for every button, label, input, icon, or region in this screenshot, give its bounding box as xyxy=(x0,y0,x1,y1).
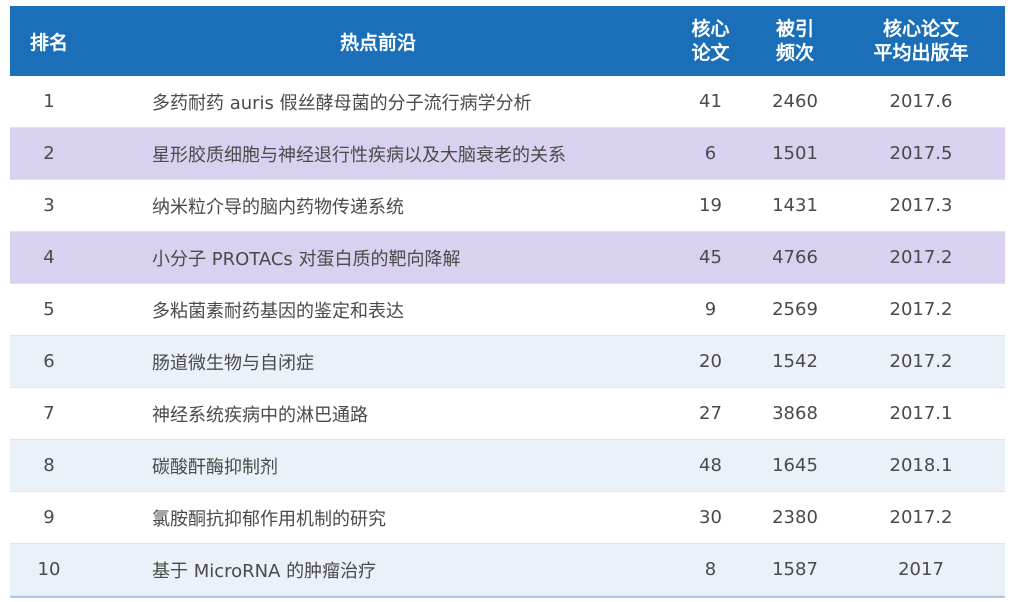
cell-rank: 3 xyxy=(43,195,55,216)
cell-cite: 1587 xyxy=(772,559,818,580)
header-core-line2: 论文 xyxy=(691,42,730,64)
table-row: 6 肠道微生物与自闭症 20 1542 2017.2 xyxy=(10,336,1005,388)
header-year-line1: 核心论文 xyxy=(882,18,959,40)
header-core-papers: 核心 论文 xyxy=(668,17,753,65)
header-core-line1: 核心 xyxy=(691,18,730,40)
cell-rank: 2 xyxy=(43,143,55,164)
table-row: 4 小分子 PROTACs 对蛋白质的靶向降解 45 4766 2017.2 xyxy=(10,232,1005,284)
cell-topic: 碳酸酐酶抑制剂 xyxy=(152,456,278,478)
cell-cite: 1645 xyxy=(772,455,818,476)
table-row: 9 氯胺酮抗抑郁作用机制的研究 30 2380 2017.2 xyxy=(10,492,1005,544)
cell-topic: 肠道微生物与自闭症 xyxy=(152,352,314,374)
cell-year: 2017.1 xyxy=(889,403,953,424)
cell-year: 2017.2 xyxy=(889,507,953,528)
cell-core: 45 xyxy=(699,247,722,268)
cell-topic: 神经系统疾病中的淋巴通路 xyxy=(152,404,368,426)
table-row: 7 神经系统疾病中的淋巴通路 27 3868 2017.1 xyxy=(10,388,1005,440)
cell-rank: 4 xyxy=(43,247,55,268)
cell-rank: 8 xyxy=(43,455,55,476)
cell-rank: 9 xyxy=(43,507,55,528)
cell-year: 2017 xyxy=(898,559,944,580)
cell-cite: 4766 xyxy=(772,247,818,268)
cell-core: 19 xyxy=(699,195,722,216)
header-year-line2: 平均出版年 xyxy=(873,42,969,64)
cell-topic: 纳米粒介导的脑内药物传递系统 xyxy=(152,196,404,218)
cell-rank: 1 xyxy=(43,91,55,112)
cell-cite: 1501 xyxy=(772,143,818,164)
cell-core: 27 xyxy=(699,403,722,424)
cell-year: 2017.5 xyxy=(889,143,953,164)
header-cite-line1: 被引 xyxy=(775,18,814,40)
cell-cite: 1542 xyxy=(772,351,818,372)
cell-rank: 6 xyxy=(43,351,55,372)
cell-topic: 氯胺酮抗抑郁作用机制的研究 xyxy=(152,508,386,530)
cell-core: 6 xyxy=(704,143,717,164)
header-rank: 排名 xyxy=(29,31,68,54)
cell-core: 41 xyxy=(699,91,722,112)
table-header: 排名 热点前沿 核心 论文 被引 频次 核心论文 平均出版年 xyxy=(10,6,1005,76)
cell-rank: 5 xyxy=(43,299,55,320)
cell-year: 2017.3 xyxy=(889,195,953,216)
hot-topics-table: 排名 热点前沿 核心 论文 被引 频次 核心论文 平均出版年 1 多药耐药 au… xyxy=(10,6,1005,598)
table-bottom-divider xyxy=(10,596,1005,598)
cell-core: 9 xyxy=(704,299,717,320)
cell-core: 30 xyxy=(699,507,722,528)
table-row: 10 基于 MicroRNA 的肿瘤治疗 8 1587 2017 xyxy=(10,544,1005,596)
table-row: 5 多粘菌素耐药基因的鉴定和表达 9 2569 2017.2 xyxy=(10,284,1005,336)
cell-topic: 多药耐药 auris 假丝酵母菌的分子流行病学分析 xyxy=(152,92,532,114)
cell-cite: 1431 xyxy=(772,195,818,216)
cell-cite: 2380 xyxy=(772,507,818,528)
cell-year: 2017.6 xyxy=(889,91,953,112)
cell-core: 8 xyxy=(704,559,717,580)
cell-topic: 星形胶质细胞与神经退行性疾病以及大脑衰老的关系 xyxy=(152,144,566,166)
cell-core: 48 xyxy=(699,455,722,476)
cell-year: 2017.2 xyxy=(889,247,953,268)
cell-rank: 10 xyxy=(37,559,61,580)
table-row: 3 纳米粒介导的脑内药物传递系统 19 1431 2017.3 xyxy=(10,180,1005,232)
header-citations: 被引 频次 xyxy=(753,17,837,65)
table-row: 8 碳酸酐酶抑制剂 48 1645 2018.1 xyxy=(10,440,1005,492)
cell-year: 2017.2 xyxy=(889,299,953,320)
header-topic: 热点前沿 xyxy=(339,31,416,54)
table-row: 2 星形胶质细胞与神经退行性疾病以及大脑衰老的关系 6 1501 2017.5 xyxy=(10,128,1005,180)
cell-topic: 多粘菌素耐药基因的鉴定和表达 xyxy=(152,300,404,322)
cell-cite: 3868 xyxy=(772,403,818,424)
cell-rank: 7 xyxy=(43,403,55,424)
cell-core: 20 xyxy=(699,351,722,372)
cell-topic: 基于 MicroRNA 的肿瘤治疗 xyxy=(152,560,377,582)
cell-cite: 2460 xyxy=(772,91,818,112)
header-avg-year: 核心论文 平均出版年 xyxy=(837,17,1005,65)
header-cite-line2: 频次 xyxy=(775,42,814,64)
cell-cite: 2569 xyxy=(772,299,818,320)
cell-year: 2018.1 xyxy=(889,455,953,476)
cell-year: 2017.2 xyxy=(889,351,953,372)
cell-topic: 小分子 PROTACs 对蛋白质的靶向降解 xyxy=(152,248,461,270)
table-row: 1 多药耐药 auris 假丝酵母菌的分子流行病学分析 41 2460 2017… xyxy=(10,76,1005,128)
